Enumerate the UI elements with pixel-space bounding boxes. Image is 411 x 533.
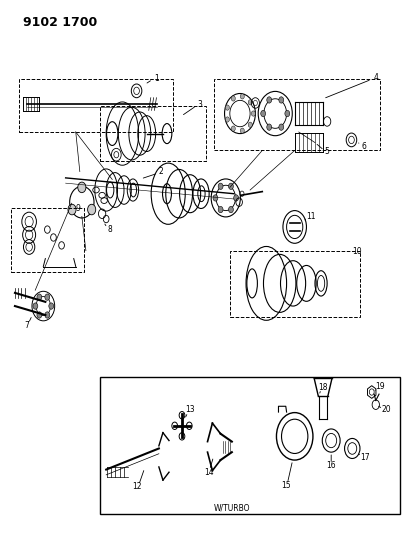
Text: 14: 14 xyxy=(204,467,214,477)
Text: 9: 9 xyxy=(75,204,80,213)
Text: W/TURBO: W/TURBO xyxy=(214,503,250,512)
Circle shape xyxy=(248,100,252,105)
Circle shape xyxy=(285,110,290,117)
Circle shape xyxy=(267,124,272,130)
Text: 1: 1 xyxy=(155,74,159,83)
Circle shape xyxy=(45,294,50,300)
Circle shape xyxy=(240,94,244,99)
Text: 3: 3 xyxy=(197,100,202,109)
Circle shape xyxy=(225,117,229,122)
Circle shape xyxy=(78,182,86,192)
Circle shape xyxy=(225,105,229,110)
Text: 11: 11 xyxy=(306,212,316,221)
Text: 9102 1700: 9102 1700 xyxy=(23,16,97,29)
Text: 2: 2 xyxy=(159,167,163,176)
Text: 19: 19 xyxy=(375,382,385,391)
Circle shape xyxy=(251,111,255,116)
Text: 20: 20 xyxy=(381,406,391,415)
Circle shape xyxy=(234,195,238,201)
Text: 16: 16 xyxy=(326,462,336,471)
Text: 8: 8 xyxy=(108,225,113,234)
Circle shape xyxy=(37,312,42,318)
Circle shape xyxy=(279,97,284,103)
Circle shape xyxy=(231,96,236,101)
Circle shape xyxy=(218,206,223,213)
Circle shape xyxy=(231,126,236,131)
Circle shape xyxy=(88,204,96,215)
Text: 15: 15 xyxy=(281,481,291,490)
Text: 5: 5 xyxy=(325,147,330,156)
Circle shape xyxy=(68,204,76,215)
Circle shape xyxy=(261,110,266,117)
Circle shape xyxy=(45,312,50,318)
Circle shape xyxy=(229,206,233,213)
Text: 4: 4 xyxy=(373,73,378,82)
Text: 7: 7 xyxy=(25,321,30,330)
Text: 17: 17 xyxy=(360,453,369,462)
Text: 13: 13 xyxy=(185,406,195,415)
Circle shape xyxy=(49,303,54,309)
Circle shape xyxy=(229,183,233,189)
Text: 10: 10 xyxy=(352,247,362,256)
Circle shape xyxy=(218,183,223,189)
Circle shape xyxy=(33,303,38,309)
Circle shape xyxy=(240,128,244,133)
Circle shape xyxy=(267,97,272,103)
Text: 18: 18 xyxy=(319,383,328,392)
Text: 6: 6 xyxy=(361,142,366,151)
Circle shape xyxy=(213,195,218,201)
Circle shape xyxy=(279,124,284,130)
Circle shape xyxy=(37,294,42,300)
Text: 12: 12 xyxy=(132,482,141,491)
Circle shape xyxy=(248,122,252,127)
